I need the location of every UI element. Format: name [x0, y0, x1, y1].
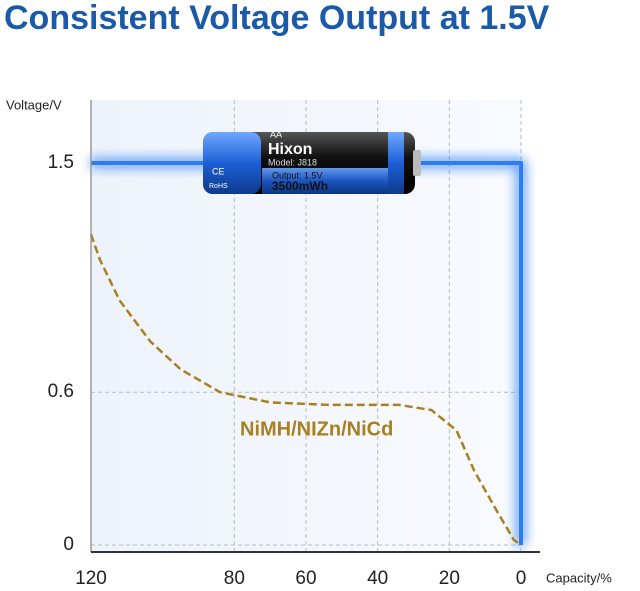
battery-cap — [413, 150, 421, 176]
battery-size: AA — [270, 129, 282, 139]
y-tick-label: 0 — [63, 534, 74, 555]
x-tick-label: 20 — [439, 568, 460, 589]
chart-title: Consistent Voltage Output at 1.5V — [4, 0, 550, 37]
x-tick-label: 40 — [367, 568, 388, 589]
battery-model: Model: J818 — [268, 157, 317, 167]
battery-capacity: 3500mWh — [272, 179, 328, 193]
battery: AA Hixon Model: J818 Output: 1.5V 3500mW… — [203, 129, 421, 194]
y-axis-label: Voltage/V — [6, 97, 62, 112]
battery-brand: Hixon — [268, 141, 312, 158]
y-tick-label: 0.6 — [48, 381, 74, 402]
x-tick-label: 0 — [516, 568, 527, 589]
y-tick-label: 1.5 — [48, 152, 74, 173]
battery-label-band — [262, 168, 388, 194]
x-tick-label: 60 — [295, 568, 316, 589]
battery-output: Output: 1.5V — [272, 170, 323, 180]
series-line — [89, 233, 522, 547]
battery-band — [388, 132, 404, 194]
battery-mark: RoHS — [209, 183, 228, 190]
plot: 0 0.6 1.5 120 80 60 40 20 0 NiMH/NIZn/NiCd — [48, 100, 527, 589]
x-tick-label: 80 — [224, 568, 245, 589]
battery-end — [203, 132, 261, 194]
battery-mark: CE — [212, 166, 225, 176]
series-label: NiMH/NIZn/NiCd — [240, 418, 393, 440]
x-tick-label: 120 — [75, 568, 107, 589]
x-axis-label: Capacity/% — [546, 570, 612, 585]
